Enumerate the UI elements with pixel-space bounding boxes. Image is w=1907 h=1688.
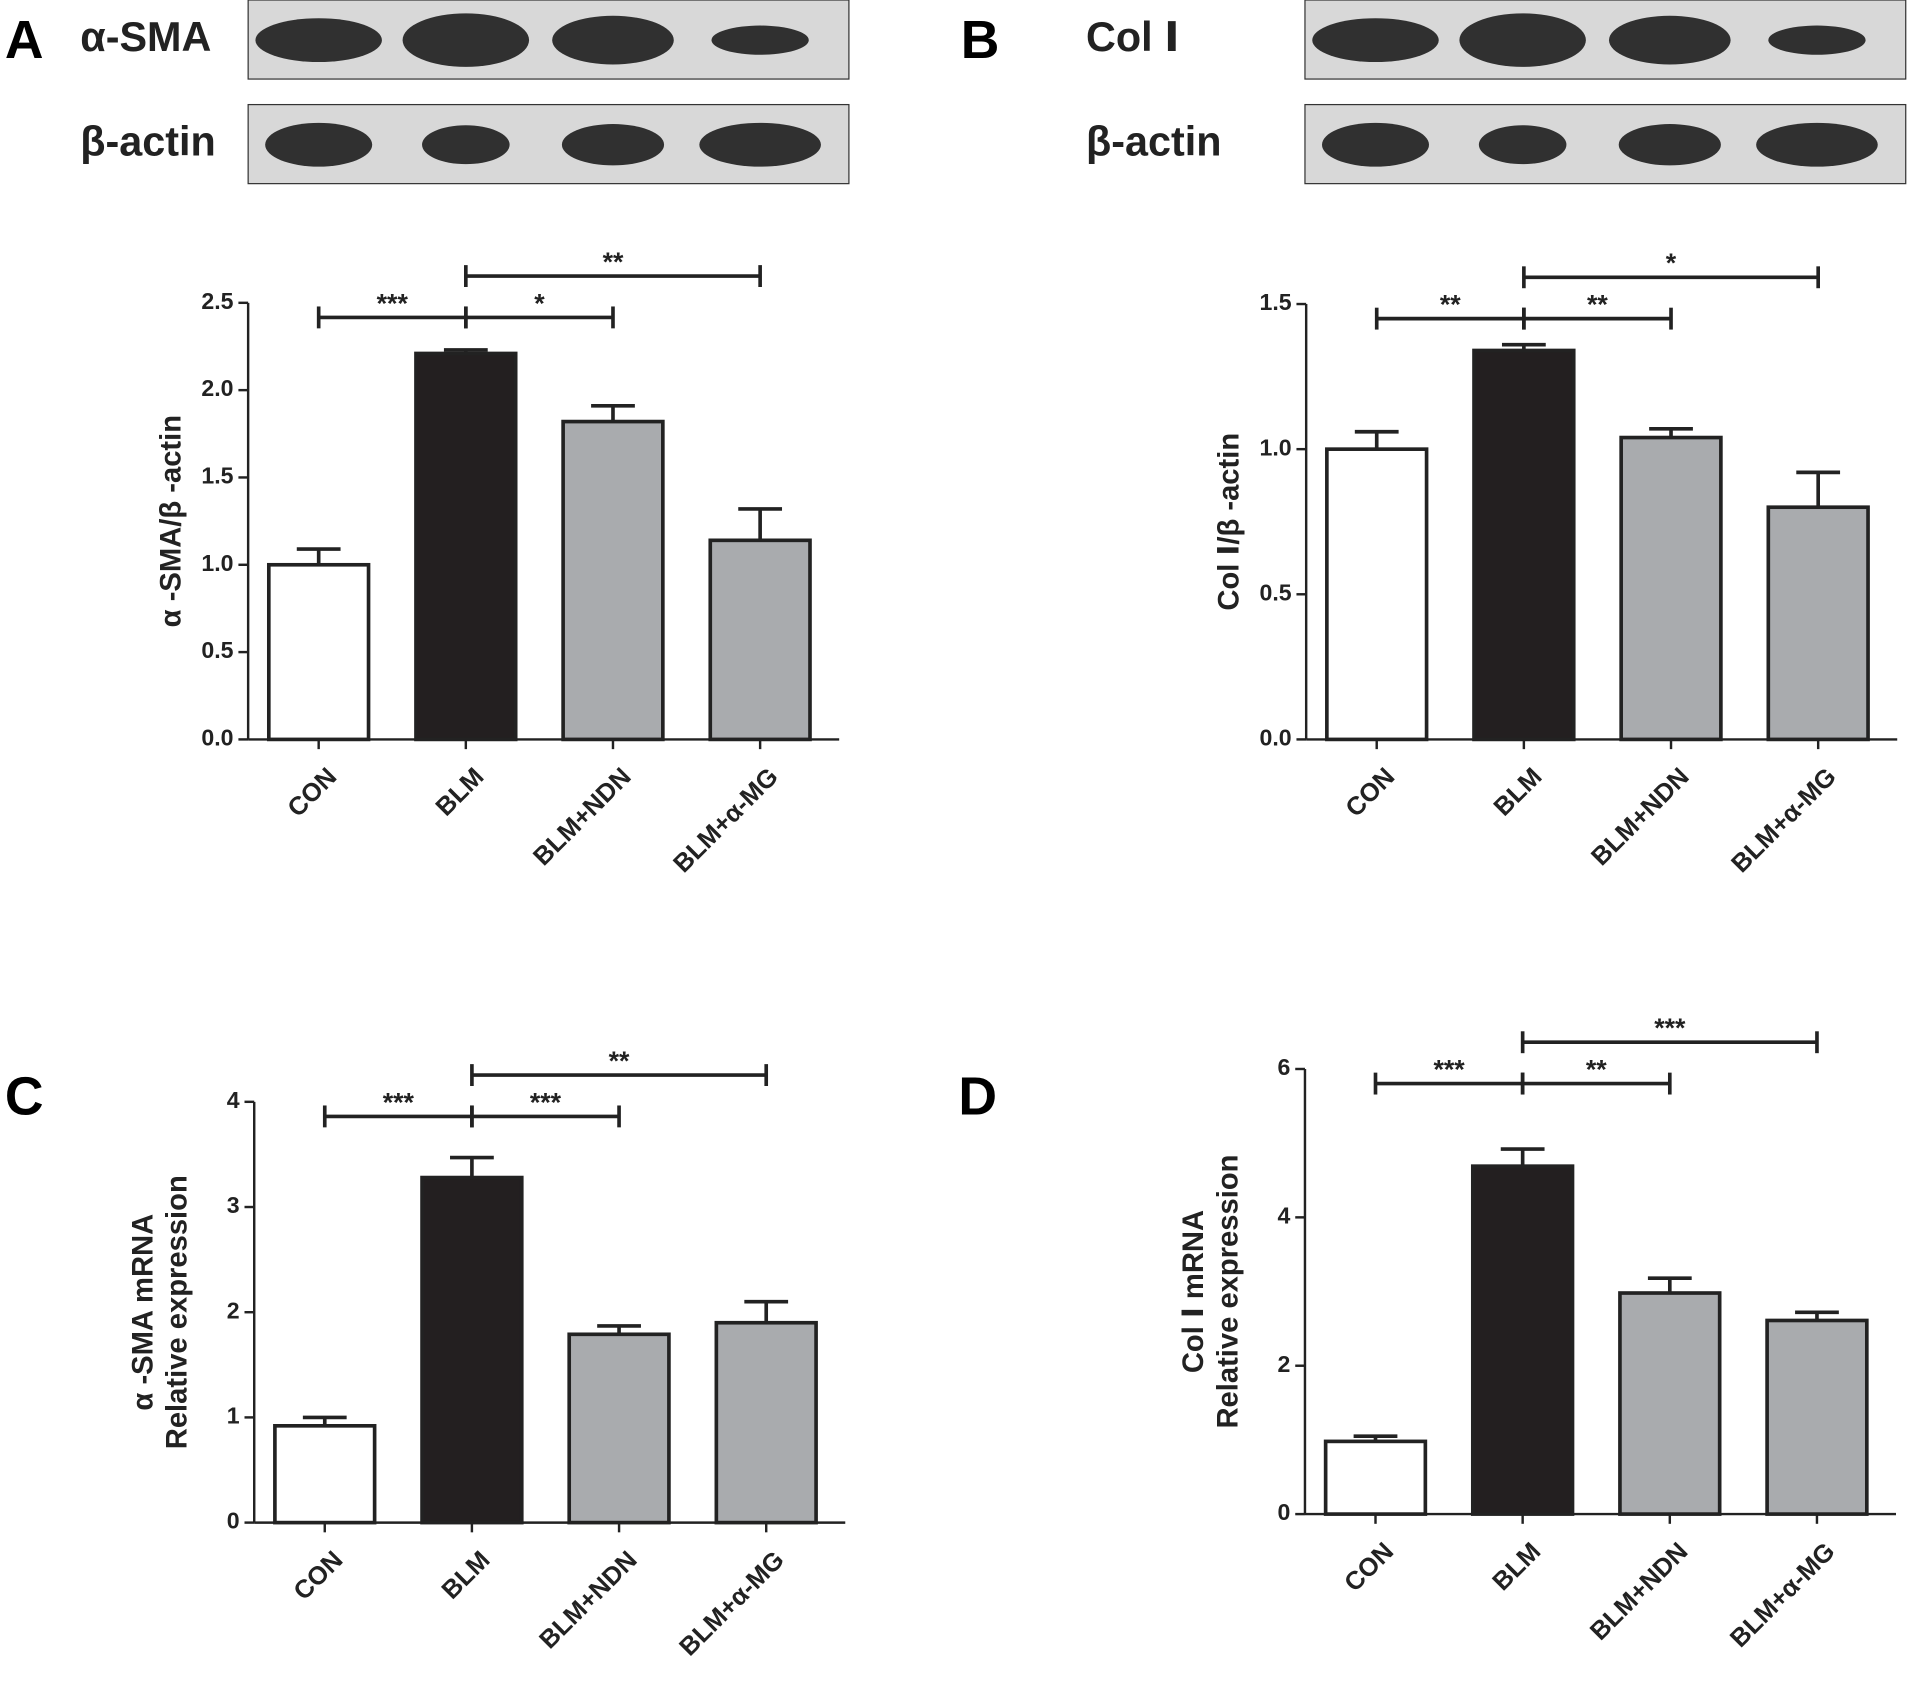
panel-label: C	[5, 1068, 44, 1127]
panel-label: A	[5, 11, 44, 70]
panel-label: D	[958, 1068, 997, 1127]
x-tick-label: BLM+NDN	[528, 763, 637, 872]
y-tick-label: 1.5	[1259, 289, 1291, 315]
bar	[1325, 447, 1429, 742]
x-tick-label: BLM+NDN	[1586, 763, 1695, 872]
blot-band	[552, 15, 674, 65]
x-tick-label: BLM+α-MG	[1726, 763, 1842, 879]
y-tick-label: 3	[227, 1192, 240, 1218]
x-tick-label: BLM	[1487, 1537, 1546, 1596]
y-axis-label: Relative expression	[162, 1175, 194, 1449]
blot-band	[1756, 122, 1878, 167]
y-tick-label: 0.0	[201, 725, 233, 751]
significance-label: *	[1666, 248, 1677, 278]
x-tick-label: CON	[1340, 763, 1400, 823]
bar	[561, 419, 665, 742]
y-tick-label: 1.5	[201, 463, 233, 489]
bar	[1618, 1291, 1722, 1516]
x-tick-label: BLM+α-MG	[674, 1546, 790, 1662]
significance-label: **	[1587, 290, 1608, 320]
significance-label: **	[1586, 1054, 1607, 1084]
x-tick-label: BLM+α-MG	[1725, 1537, 1841, 1653]
significance-label: *	[534, 288, 545, 318]
y-tick-label: 0	[227, 1508, 240, 1534]
bar	[1765, 1318, 1869, 1516]
bar	[420, 1175, 524, 1525]
bar	[714, 1320, 818, 1525]
y-axis-label: Col Ⅰ/β -actin	[1213, 433, 1245, 611]
blot-band	[265, 122, 373, 167]
y-tick-label: 6	[1278, 1054, 1291, 1080]
bar	[1472, 348, 1576, 742]
y-axis-label: Relative expression	[1212, 1155, 1244, 1429]
bar	[708, 538, 812, 742]
bar	[1323, 1439, 1428, 1516]
x-tick-label: BLM	[437, 1546, 496, 1605]
blot-band	[1608, 15, 1731, 65]
blot-band	[422, 125, 510, 165]
blot-band	[1768, 25, 1866, 55]
y-axis-label: α -SMA mRNA	[127, 1214, 159, 1411]
blot-band	[255, 18, 382, 63]
y-axis-label: Col Ⅰ mRNA	[1178, 1210, 1210, 1373]
blot-band	[561, 124, 665, 166]
y-tick-label: 1.0	[201, 550, 233, 576]
y-tick-label: 1	[227, 1403, 240, 1429]
y-tick-label: 0.5	[201, 637, 233, 663]
blot-band	[402, 13, 530, 67]
significance-label: ***	[530, 1087, 562, 1117]
blot-band	[1618, 124, 1721, 166]
y-tick-label: 0.5	[1259, 579, 1291, 605]
x-tick-label: BLM	[1489, 763, 1548, 822]
x-tick-label: BLM+α-MG	[668, 763, 784, 879]
x-tick-label: BLM	[431, 763, 490, 822]
significance-label: ***	[383, 1087, 415, 1117]
significance-label: ***	[1654, 1013, 1686, 1043]
significance-label: ***	[377, 288, 409, 318]
blot-label: β-actin	[80, 119, 215, 165]
bar	[1470, 1164, 1575, 1516]
bar	[1766, 505, 1870, 742]
y-tick-label: 2.0	[201, 375, 233, 401]
x-tick-label: CON	[282, 763, 342, 823]
y-tick-label: 2	[1278, 1351, 1291, 1377]
x-tick-label: CON	[288, 1546, 348, 1606]
blot-label: α-SMA	[80, 14, 211, 60]
blot-band	[1321, 122, 1430, 167]
bar	[266, 562, 371, 742]
x-tick-label: CON	[1339, 1537, 1399, 1597]
x-tick-label: BLM+NDN	[534, 1546, 643, 1655]
significance-label: **	[1440, 290, 1461, 320]
bar	[273, 1424, 377, 1525]
y-tick-label: 4	[1278, 1202, 1291, 1228]
bar	[567, 1332, 671, 1525]
blot-label: Col Ⅰ	[1086, 14, 1179, 60]
blot-band	[1478, 125, 1567, 165]
y-tick-label: 1.0	[1259, 434, 1291, 460]
bar	[1619, 435, 1723, 742]
y-tick-label: 2	[227, 1297, 240, 1323]
y-tick-label: 0	[1278, 1499, 1291, 1525]
panel-label: B	[961, 11, 1000, 70]
blot-band	[711, 25, 809, 55]
blot-band	[699, 122, 821, 167]
y-tick-label: 4	[227, 1087, 240, 1113]
y-tick-label: 2.5	[201, 288, 233, 314]
y-tick-label: 0.0	[1259, 725, 1291, 751]
blot-band	[1459, 13, 1586, 67]
x-tick-label: BLM+NDN	[1585, 1537, 1694, 1646]
significance-label: **	[603, 247, 624, 277]
blot-band	[1312, 18, 1439, 63]
significance-label: ***	[1433, 1054, 1465, 1084]
bar	[414, 351, 518, 742]
y-axis-label: α -SMA/β -actin	[155, 415, 187, 627]
significance-label: **	[609, 1046, 630, 1076]
blot-label: β-actin	[1086, 119, 1221, 165]
